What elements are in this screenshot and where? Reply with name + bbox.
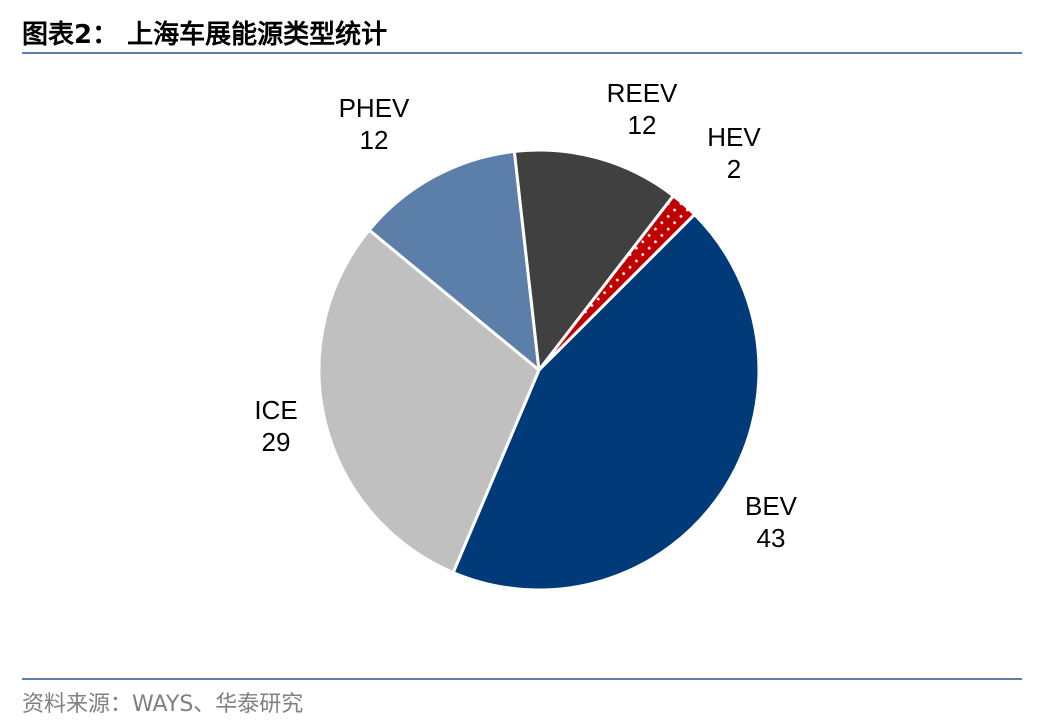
slice-label-bev: BEV	[745, 491, 798, 521]
slice-value-phev: 12	[360, 125, 389, 155]
chart-title: 图表2： 上海车展能源类型统计	[22, 20, 388, 50]
pie-slice-ice	[317, 228, 541, 575]
slice-label-phev: PHEV	[339, 93, 410, 123]
slice-label-ice: ICE	[254, 395, 297, 425]
pie-slice-reev	[512, 148, 675, 372]
source-note: 资料来源：WAYS、华泰研究	[22, 692, 304, 717]
slice-value-bev: 43	[757, 523, 786, 553]
pie-slice-bev	[451, 212, 761, 592]
title-divider	[22, 52, 1022, 54]
slice-label-hev: HEV	[707, 122, 761, 152]
slice-label-reev: REEV	[607, 78, 678, 108]
pie-slice-phev	[367, 149, 541, 372]
slice-value-hev: 2	[727, 154, 741, 184]
pie-slice-hev	[537, 194, 697, 372]
slice-value-ice: 29	[262, 427, 291, 457]
footer-divider	[22, 678, 1022, 680]
slice-value-reev: 12	[628, 110, 657, 140]
